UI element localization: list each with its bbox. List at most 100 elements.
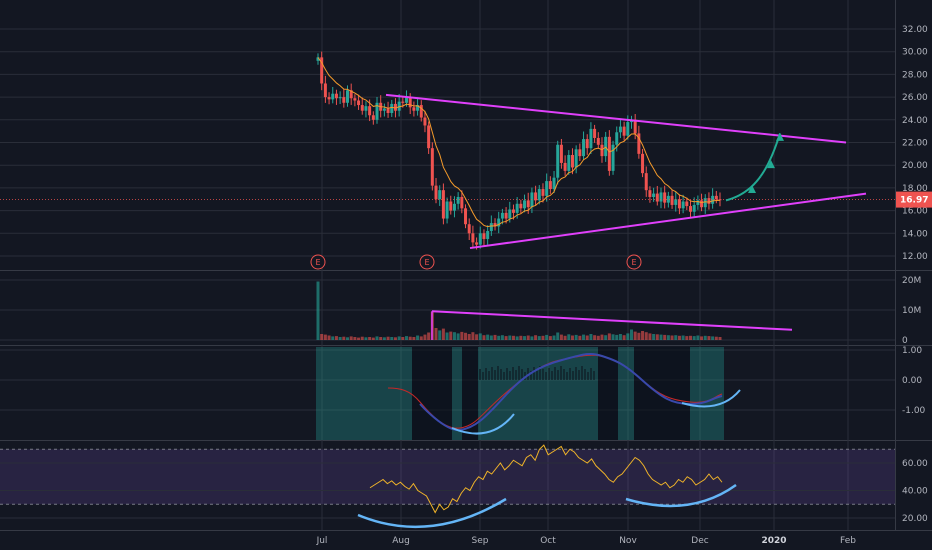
- rsi-band: [0, 449, 895, 505]
- volume-bar: [327, 335, 331, 340]
- earnings-label: E: [315, 258, 320, 267]
- volume-bar: [670, 335, 674, 340]
- candle-body: [674, 199, 678, 205]
- candle-body: [659, 192, 663, 202]
- y-tick-label: 26.00: [902, 93, 928, 103]
- candle-body: [382, 108, 386, 111]
- volume-bar: [441, 328, 445, 340]
- regime-block: [478, 347, 598, 440]
- candle-body: [327, 97, 331, 100]
- volume-bar: [375, 336, 379, 340]
- candle-body: [714, 195, 718, 200]
- volume-bar: [618, 334, 622, 340]
- volume-bar: [382, 337, 386, 340]
- candle-body: [703, 198, 707, 208]
- candle-body: [357, 100, 361, 106]
- volume-bar: [493, 334, 497, 340]
- candle-body: [700, 200, 704, 208]
- volume-bar: [427, 332, 431, 340]
- volume-bar: [593, 335, 597, 340]
- volume-bar: [700, 336, 704, 340]
- regime-block: [618, 347, 634, 440]
- volume-bar: [607, 333, 611, 340]
- candle-body: [434, 185, 438, 200]
- candle-body: [438, 190, 442, 200]
- candle-body: [500, 212, 504, 219]
- volume-bar: [467, 334, 471, 340]
- rsi-tick-label: 20.00: [902, 514, 928, 524]
- x-tick-label: Aug: [392, 536, 410, 546]
- candle-body: [663, 192, 667, 203]
- regime-block: [462, 347, 478, 440]
- candle-body: [449, 201, 453, 211]
- volume-bar: [353, 337, 357, 340]
- candle-body: [393, 103, 397, 111]
- y-tick-label: 30.00: [902, 48, 928, 58]
- y-tick-label: 28.00: [902, 70, 928, 80]
- volume-bar: [497, 335, 501, 340]
- candle-body: [445, 201, 449, 219]
- candle-body: [615, 132, 619, 145]
- candle-body: [570, 154, 574, 168]
- volume-bar: [486, 334, 490, 340]
- candle-body: [534, 192, 538, 201]
- regime-block: [634, 347, 690, 440]
- projection-arrow: [748, 185, 756, 194]
- volume-bar: [334, 336, 338, 340]
- volume-bar: [696, 335, 700, 340]
- volume-bar: [357, 337, 361, 340]
- volume-bar: [515, 336, 519, 340]
- candle-body: [405, 97, 409, 103]
- candle-body: [707, 198, 711, 204]
- volume-bar: [530, 336, 534, 340]
- volume-bar: [567, 334, 571, 340]
- candle-body: [556, 144, 560, 178]
- y-tick-label: 18.00: [902, 184, 928, 194]
- candle-body: [523, 200, 527, 209]
- candle-body: [331, 93, 335, 100]
- candle-body: [489, 223, 493, 232]
- volume-bar: [692, 336, 696, 340]
- volume-bar: [523, 336, 527, 340]
- volume-bar: [578, 335, 582, 340]
- earnings-label: E: [631, 258, 636, 267]
- upper-trendline: [385, 93, 847, 144]
- volume-bar: [541, 335, 545, 340]
- candle-body: [471, 233, 475, 243]
- volume-bar: [393, 337, 397, 340]
- earnings-label: E: [424, 258, 429, 267]
- candle-body: [585, 139, 589, 149]
- candle-body: [375, 102, 379, 120]
- candle-body: [593, 128, 597, 138]
- volume-bar: [615, 334, 619, 340]
- rsi-arc: [357, 497, 507, 529]
- last-price-label: 16.97: [900, 196, 928, 206]
- candle-body: [552, 177, 556, 190]
- x-tick-label: Jul: [316, 536, 328, 546]
- volume-bar: [655, 334, 659, 340]
- volume-bar: [475, 334, 479, 340]
- volume-bar: [316, 281, 320, 340]
- candle-body: [641, 153, 645, 174]
- volume-bar: [626, 333, 630, 340]
- candle-body: [441, 190, 445, 219]
- volume-bar: [641, 331, 645, 340]
- volume-bar: [456, 333, 460, 340]
- candle-body: [482, 233, 486, 239]
- volume-bar: [545, 334, 549, 340]
- volume-bar: [478, 333, 482, 340]
- volume-bar: [570, 335, 574, 340]
- candle-body: [681, 201, 685, 209]
- candle-body: [655, 193, 659, 202]
- support-arc: [451, 413, 515, 435]
- candle-body: [475, 242, 479, 245]
- rsi-line: [369, 444, 723, 514]
- candle-body: [508, 209, 512, 219]
- candle-body: [416, 105, 420, 111]
- volume-bar: [519, 335, 523, 340]
- candle-body: [419, 105, 423, 118]
- candle-body: [692, 204, 696, 212]
- volume-bar: [511, 335, 515, 340]
